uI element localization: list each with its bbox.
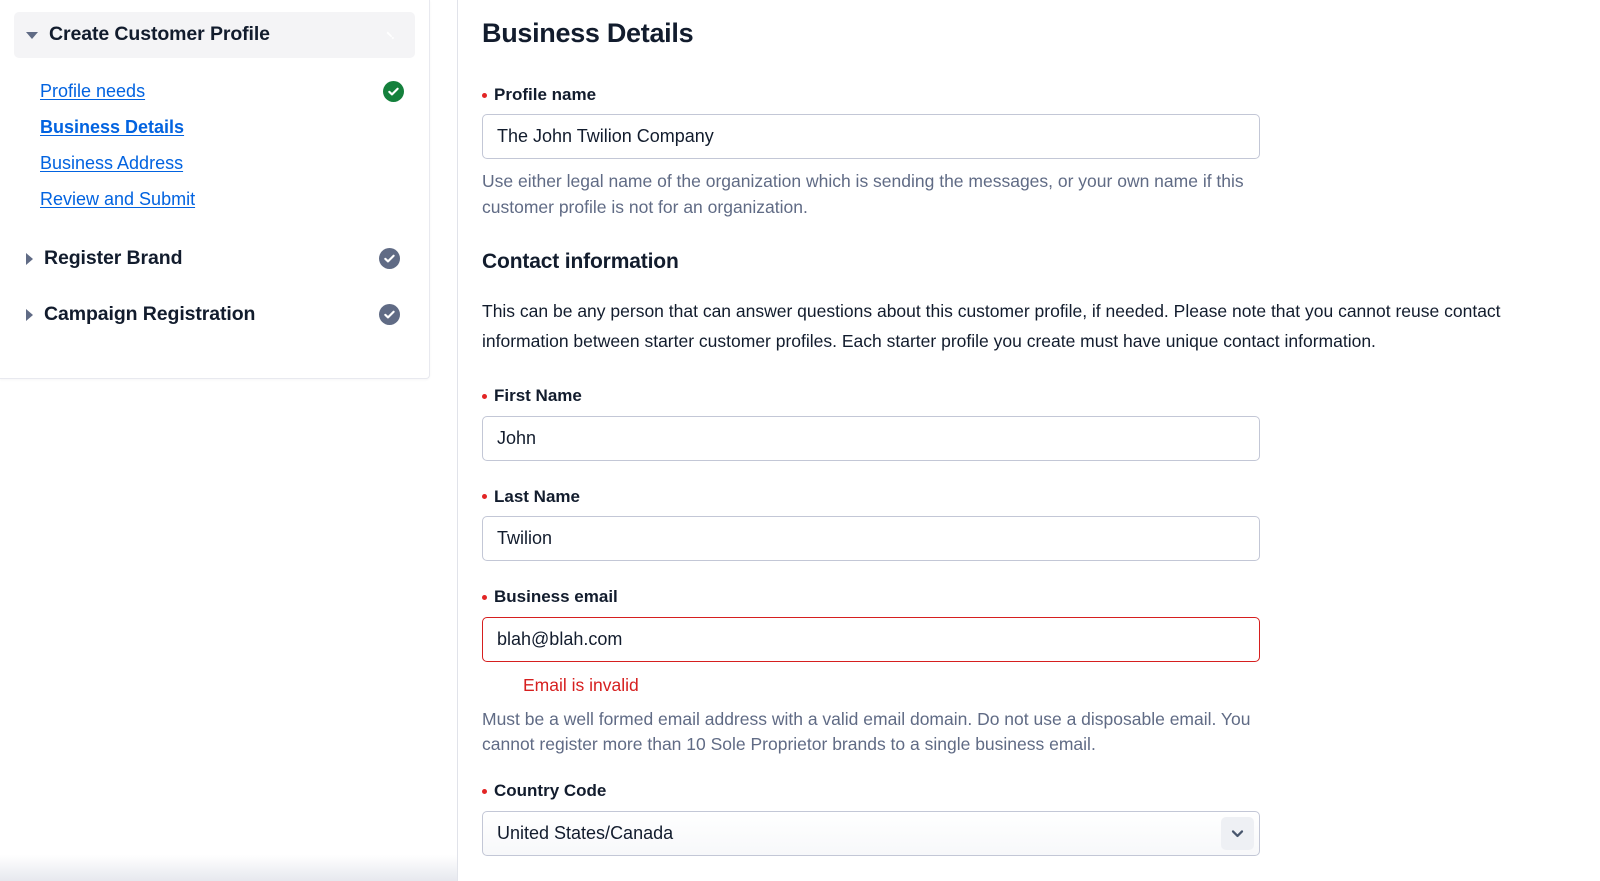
sidebar-group-label: Create Customer Profile bbox=[49, 23, 270, 46]
chevron-down-icon[interactable] bbox=[1221, 816, 1254, 850]
profile-name-label: Profile name bbox=[482, 85, 1600, 105]
required-dot-icon bbox=[482, 594, 487, 600]
field-last-name: Last Name Twilion bbox=[482, 487, 1600, 562]
neutral-check-icon bbox=[379, 304, 401, 326]
success-check-icon bbox=[383, 81, 405, 103]
profile-name-input[interactable]: The John Twilion Company bbox=[482, 114, 1260, 160]
sidebar-item-label[interactable]: Review and Submit bbox=[40, 189, 196, 210]
business-email-label: Business email bbox=[482, 587, 1600, 607]
sidebar-group-create-customer-profile[interactable]: Create Customer Profile bbox=[14, 12, 415, 58]
label-text: Last Name bbox=[494, 486, 580, 506]
first-name-input[interactable]: John bbox=[482, 415, 1260, 461]
contact-information-heading: Contact information bbox=[482, 250, 679, 274]
sidebar-item-business-address[interactable]: Business Address bbox=[40, 146, 415, 182]
sidebar-item-business-details[interactable]: Business Details bbox=[40, 110, 415, 146]
spacer bbox=[482, 356, 1600, 386]
sidebar-bottom-fade bbox=[0, 855, 458, 881]
required-dot-icon bbox=[482, 394, 487, 400]
sidebar-group-label: Campaign Registration bbox=[44, 303, 256, 326]
sidebar-item-review-and-submit[interactable]: Review and Submit bbox=[40, 182, 415, 218]
business-email-input[interactable]: blah@blah.com bbox=[482, 616, 1260, 662]
sidebar-item-label[interactable]: Business Address bbox=[40, 153, 184, 174]
error-diamond-icon bbox=[383, 189, 405, 211]
sidebar-item-label[interactable]: Profile needs bbox=[40, 81, 146, 102]
sidebar-group-campaign-registration[interactable]: Campaign Registration bbox=[14, 292, 415, 338]
spacer bbox=[482, 757, 1600, 781]
error-diamond-icon bbox=[383, 117, 405, 139]
required-dot-icon bbox=[482, 494, 487, 500]
field-first-name: First Name John bbox=[482, 386, 1600, 461]
sidebar-sublinks: Profile needs Business Details bbox=[0, 74, 429, 218]
label-text: Business email bbox=[494, 587, 618, 607]
country-code-select[interactable]: United States/Canada bbox=[482, 810, 1260, 856]
label-text: Country Code bbox=[494, 781, 607, 801]
last-name-label: Last Name bbox=[482, 487, 1600, 507]
field-profile-name: Profile name The John Twilion Company Us… bbox=[482, 85, 1600, 220]
required-dot-icon bbox=[482, 92, 487, 98]
sidebar-item-label[interactable]: Business Details bbox=[40, 117, 185, 138]
error-message-text: Email is invalid bbox=[523, 675, 639, 695]
country-code-select-wrap: United States/Canada bbox=[482, 810, 1260, 856]
caret-right-icon[interactable] bbox=[26, 253, 33, 265]
contact-information-paragraph: This can be any person that can answer q… bbox=[482, 301, 1501, 352]
sidebar-item-profile-needs[interactable]: Profile needs bbox=[40, 74, 415, 110]
last-name-input[interactable]: Twilion bbox=[482, 516, 1260, 562]
caret-right-icon[interactable] bbox=[26, 309, 33, 321]
sidebar-group-label: Register Brand bbox=[44, 247, 183, 270]
page-title: Business Details bbox=[482, 18, 694, 48]
error-diamond-icon bbox=[492, 675, 514, 697]
business-email-error: Email is invalid bbox=[492, 675, 1600, 697]
progress-nav-card: Create Customer Profile Profile needs bbox=[0, 0, 430, 379]
sidebar-group-register-brand[interactable]: Register Brand bbox=[14, 236, 415, 282]
label-text: First Name bbox=[494, 386, 582, 406]
caret-down-icon[interactable] bbox=[26, 31, 38, 39]
error-diamond-icon bbox=[383, 153, 405, 175]
spacer bbox=[482, 461, 1600, 487]
field-country-code: Country Code United States/Canada bbox=[482, 781, 1600, 856]
spacer bbox=[0, 218, 429, 236]
error-diamond-icon bbox=[379, 24, 401, 46]
business-email-help: Must be a well formed email address with… bbox=[482, 708, 1251, 754]
field-business-email: Business email blah@blah.com Email is in… bbox=[482, 587, 1600, 757]
country-code-label: Country Code bbox=[482, 781, 1600, 801]
sidebar: Create Customer Profile Profile needs bbox=[0, 0, 458, 881]
neutral-check-icon bbox=[379, 248, 401, 270]
first-name-label: First Name bbox=[482, 386, 1600, 406]
spacer bbox=[482, 561, 1600, 587]
profile-name-help: Use either legal name of the organizatio… bbox=[482, 171, 1244, 217]
main-content: Business Details Profile name The John T… bbox=[458, 0, 1600, 881]
label-text: Profile name bbox=[494, 85, 597, 104]
required-dot-icon bbox=[482, 788, 487, 794]
spacer bbox=[0, 282, 429, 292]
